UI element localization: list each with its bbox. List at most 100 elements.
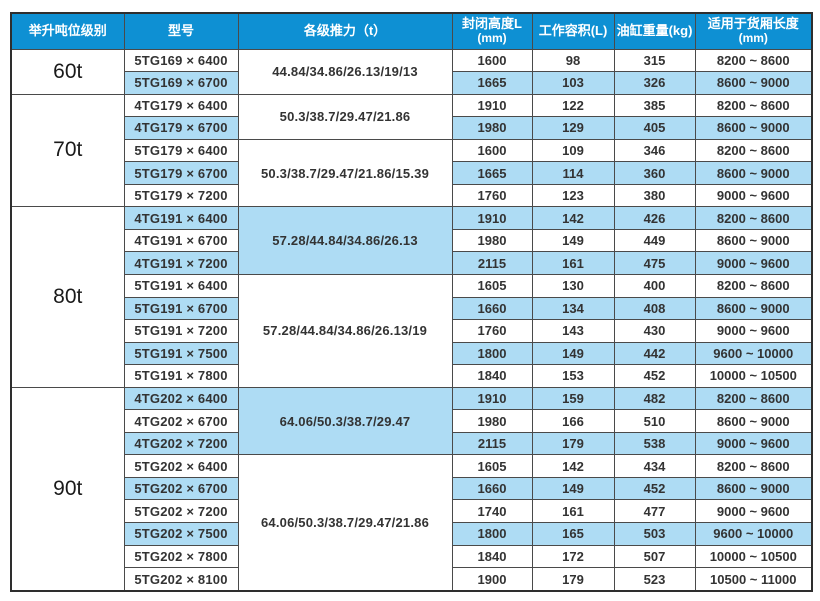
table-row: 5TG179 × 6400 50.3/38.7/29.47/21.86/15.39… [11,138,813,208]
weight-cell: 477 [613,499,696,523]
table-row: 70t 4TG179 × 6400 50.3/38.7/29.47/21.86 191… [10,93,813,208]
header-working-volume: 工作容积(L) [531,12,615,50]
model-cell: 5TG191 × 6400 [123,273,239,298]
volume-cell: 161 [531,251,615,275]
volume-cell: 129 [531,116,615,140]
box-length-cell: 9000 ~ 9600 [694,319,813,343]
closed-height-cell: 1800 [451,341,533,366]
model-cell: 4TG202 × 6400 [123,386,239,411]
closed-height-cell: 1980 [451,228,533,253]
box-length-cell: 8200 ~ 8600 [694,48,813,73]
model-cell: 4TG191 × 6700 [123,228,239,253]
model-cell: 5TG179 × 6400 [123,138,239,163]
model-cell: 4TG179 × 6700 [123,116,239,140]
box-length-cell: 8200 ~ 8600 [694,454,813,478]
volume-cell: 123 [531,183,615,208]
box-length-cell: 10000 ~ 10500 [694,364,813,388]
tonnage-cell: 90t [10,386,125,592]
table-row: 5TG179 × 7200 1760 123 380 9000 ~ 9600 [11,183,813,208]
weight-cell: 503 [613,521,696,546]
model-cell: 5TG191 × 6700 [123,296,239,321]
weight-cell: 434 [613,454,696,478]
box-length-cell: 8600 ~ 9000 [694,476,813,501]
closed-height-cell: 1665 [451,71,533,95]
volume-cell: 103 [531,71,615,95]
box-length-cell: 9000 ~ 9600 [694,183,813,208]
table-row: 4TG191 × 6700 1980 149 449 8600 ~ 9000 [11,228,813,253]
weight-cell: 452 [613,476,696,501]
box-length-cell: 9000 ~ 9600 [694,499,813,523]
closed-height-cell: 1840 [451,364,533,388]
box-length-cell: 8600 ~ 9000 [694,296,813,321]
table-row: 5TG202 × 8100 1900 179 523 10500 ~ 11000 [11,567,813,592]
weight-cell: 430 [613,319,696,343]
closed-height-cell: 1760 [451,183,533,208]
closed-height-cell: 1900 [451,567,533,592]
closed-height-cell: 1910 [451,93,533,118]
header-label: 适用于货厢长度 [707,15,799,31]
model-cell: 4TG191 × 6400 [123,206,239,230]
model-cell: 5TG202 × 7500 [123,521,239,546]
weight-cell: 442 [613,341,696,366]
tonnage-cell: 80t [10,206,125,388]
closed-height-cell: 1760 [451,319,533,343]
spec-table-container: 举升吨位级别 型号 各级推力（t） 封闭高度L (mm) 工作容积(L) [10,12,813,592]
weight-cell: 326 [613,71,696,95]
model-cell: 4TG179 × 6400 [123,93,239,118]
thrust-cell: 44.84/34.86/26.13/19/13 [237,48,453,95]
volume-cell: 114 [531,161,615,185]
weight-cell: 507 [613,544,696,569]
closed-height-cell: 1600 [451,138,533,163]
volume-cell: 130 [531,273,615,298]
weight-cell: 400 [613,273,696,298]
model-cell: 5TG169 × 6700 [123,71,239,95]
volume-cell: 161 [531,499,615,523]
table-row: 5TG191 × 7500 1800 149 442 9600 ~ 10000 [11,341,813,366]
weight-cell: 360 [613,161,696,185]
weight-cell: 510 [613,409,696,433]
table-row: 4TG202 × 6700 1980 166 510 8600 ~ 9000 [11,409,813,433]
box-length-cell: 9600 ~ 10000 [694,341,813,366]
header-label: 工作容积(L) [538,22,608,38]
header-sublabel: (mm) [738,30,768,45]
table-row: 5TG202 × 7500 1800 165 503 9600 ~ 10000 [11,521,813,546]
header-tonnage-class: 举升吨位级别 [10,12,125,50]
weight-cell: 523 [613,567,696,592]
weight-cell: 452 [613,364,696,388]
closed-height-cell: 1605 [451,454,533,478]
closed-height-cell: 1660 [451,296,533,321]
model-cell: 5TG191 × 7500 [123,341,239,366]
volume-cell: 153 [531,364,615,388]
model-cell: 5TG179 × 7200 [123,183,239,208]
thrust-cell: 50.3/38.7/29.47/21.86 [237,93,453,140]
box-length-cell: 10000 ~ 10500 [694,544,813,569]
box-length-cell: 8600 ~ 9000 [694,71,813,95]
volume-cell: 134 [531,296,615,321]
volume-cell: 149 [531,228,615,253]
thrust-cell: 57.28/44.84/34.86/26.13/19 [237,273,453,388]
volume-cell: 159 [531,386,615,411]
closed-height-cell: 1910 [451,386,533,411]
closed-height-cell: 1980 [451,409,533,433]
volume-cell: 172 [531,544,615,569]
table-row: 5TG169 × 6700 1665 103 326 8600 ~ 9000 [11,71,813,95]
model-cell: 5TG179 × 6700 [123,161,239,185]
spec-table-body: 60t 5TG169 × 6400 44.84/34.86/26.13/19/13 1… [10,48,813,592]
weight-cell: 405 [613,116,696,140]
box-length-cell: 8200 ~ 8600 [694,386,813,411]
closed-height-cell: 1665 [451,161,533,185]
model-cell: 5TG202 × 6400 [123,454,239,478]
closed-height-cell: 1600 [451,48,533,73]
closed-height-cell: 1980 [451,116,533,140]
weight-cell: 475 [613,251,696,275]
box-length-cell: 8600 ~ 9000 [694,409,813,433]
box-length-cell: 8200 ~ 8600 [694,93,813,118]
header-label: 封闭高度L [462,15,522,31]
table-row: 80t 4TG191 × 6400 57.28/44.84/34.86/26.13 1… [10,206,813,388]
model-cell: 5TG169 × 6400 [123,48,239,73]
thrust-cell: 57.28/44.84/34.86/26.13 [237,206,453,275]
model-cell: 5TG191 × 7800 [123,364,239,388]
box-length-cell: 9000 ~ 9600 [694,251,813,275]
model-cell: 4TG202 × 7200 [123,431,239,456]
volume-cell: 143 [531,319,615,343]
